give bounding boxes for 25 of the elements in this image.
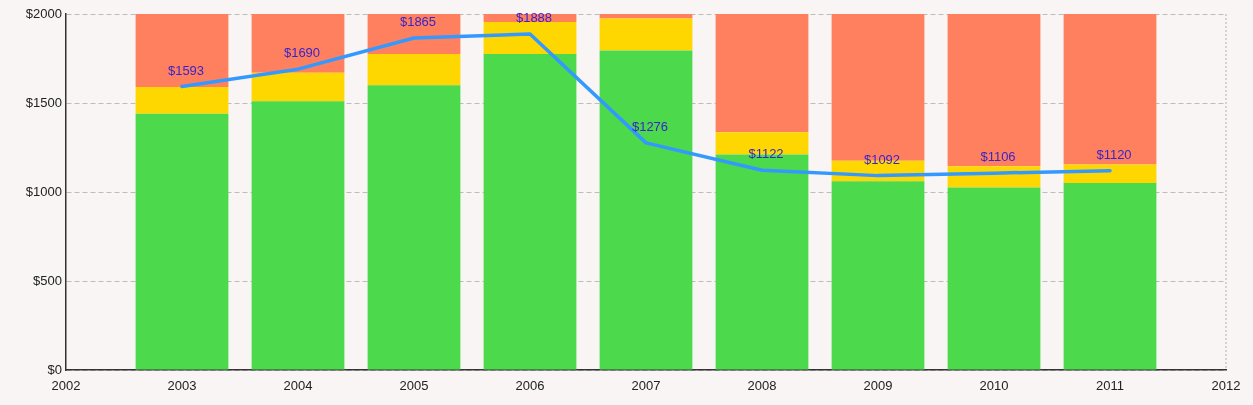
data-label: $1120 bbox=[1096, 146, 1132, 162]
x-tick-label: 2012 bbox=[1211, 378, 1241, 394]
x-tick-label: 2009 bbox=[863, 378, 893, 394]
data-label: $1593 bbox=[167, 62, 205, 78]
data-label: $1865 bbox=[399, 14, 437, 30]
x-tick-label: 2006 bbox=[515, 378, 545, 394]
x-tick-label: 2011 bbox=[1096, 378, 1124, 394]
y-tick-label: $500 bbox=[33, 272, 62, 288]
data-label: $1276 bbox=[631, 118, 669, 134]
data-label: $1092 bbox=[863, 151, 901, 167]
x-tick-label: 2005 bbox=[399, 378, 429, 394]
data-label: $1888 bbox=[515, 10, 553, 26]
x-tick-label: 2008 bbox=[747, 378, 777, 394]
x-tick-label: 2002 bbox=[51, 378, 81, 394]
x-tick-label: 2003 bbox=[167, 378, 197, 394]
x-tick-label: 2007 bbox=[631, 378, 661, 394]
data-label: $1122 bbox=[748, 146, 784, 162]
x-tick-label: 2004 bbox=[283, 378, 313, 394]
y-tick-label: $0 bbox=[47, 361, 62, 377]
data-label: $1106 bbox=[980, 149, 1016, 165]
y-tick-label: $2000 bbox=[25, 5, 62, 21]
data-label: $1690 bbox=[283, 45, 321, 61]
y-tick-label: $1500 bbox=[25, 94, 62, 110]
y-tick-label: $1000 bbox=[25, 183, 62, 199]
x-tick-label: 2010 bbox=[979, 378, 1009, 394]
